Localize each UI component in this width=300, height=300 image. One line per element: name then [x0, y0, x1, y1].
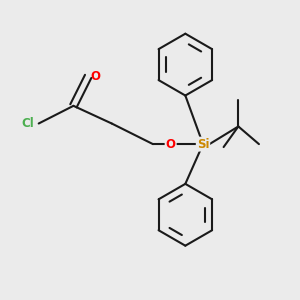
Text: Cl: Cl: [21, 117, 34, 130]
Text: Si: Si: [197, 138, 209, 151]
Text: O: O: [91, 70, 100, 83]
Text: O: O: [166, 138, 176, 151]
